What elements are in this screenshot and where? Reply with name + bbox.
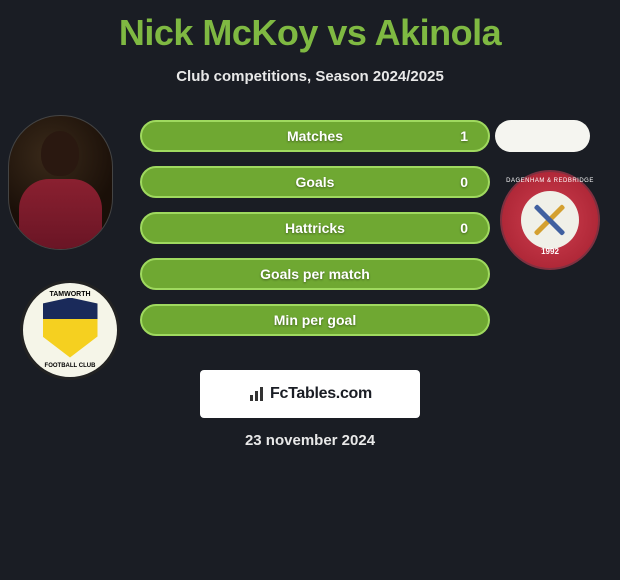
- club-badge-left: TAMWORTH FOOTBALL CLUB: [20, 280, 120, 380]
- crossed-tools-icon: [530, 200, 570, 240]
- stat-row-min-per-goal: Min per goal: [140, 304, 490, 336]
- club-name-bottom: FOOTBALL CLUB: [45, 363, 96, 369]
- stat-label: Matches: [287, 128, 343, 144]
- stat-row-matches: Matches 1: [140, 120, 490, 152]
- stat-row-hattricks: Hattricks 0: [140, 212, 490, 244]
- chart-icon: [248, 385, 266, 403]
- player-photo: [8, 115, 113, 250]
- stat-label: Min per goal: [274, 312, 356, 328]
- footer-brand-card: FcTables.com: [200, 370, 420, 418]
- stat-value: 0: [460, 174, 468, 190]
- stat-value: 1: [460, 128, 468, 144]
- stat-label: Hattricks: [285, 220, 345, 236]
- page-subtitle: Club competitions, Season 2024/2025: [0, 68, 620, 85]
- comparison-area: TAMWORTH FOOTBALL CLUB Matches 1 Goals 0…: [0, 115, 620, 375]
- club-year: 1992: [541, 247, 559, 256]
- shield-badge: TAMWORTH FOOTBALL CLUB: [20, 280, 120, 380]
- round-badge-inner: [521, 191, 579, 249]
- player-left: [8, 115, 113, 250]
- stat-label: Goals: [296, 174, 335, 190]
- shield-inner: [43, 298, 98, 358]
- page-title: Nick McKoy vs Akinola: [0, 0, 620, 54]
- stat-row-goals-per-match: Goals per match: [140, 258, 490, 290]
- stats-list: Matches 1 Goals 0 Hattricks 0 Goals per …: [140, 120, 490, 350]
- round-badge: DAGENHAM & REDBRIDGE 1992: [500, 170, 600, 270]
- stat-label: Goals per match: [260, 266, 370, 282]
- footer-date: 23 november 2024: [0, 432, 620, 449]
- club-badge-right: DAGENHAM & REDBRIDGE 1992: [500, 170, 600, 270]
- footer-brand-text: FcTables.com: [270, 385, 372, 403]
- stat-row-goals: Goals 0: [140, 166, 490, 198]
- club-name-top: TAMWORTH: [49, 291, 90, 298]
- player-right-pill: [495, 120, 590, 152]
- club-curve-text: DAGENHAM & REDBRIDGE: [506, 178, 594, 184]
- stat-value: 0: [460, 220, 468, 236]
